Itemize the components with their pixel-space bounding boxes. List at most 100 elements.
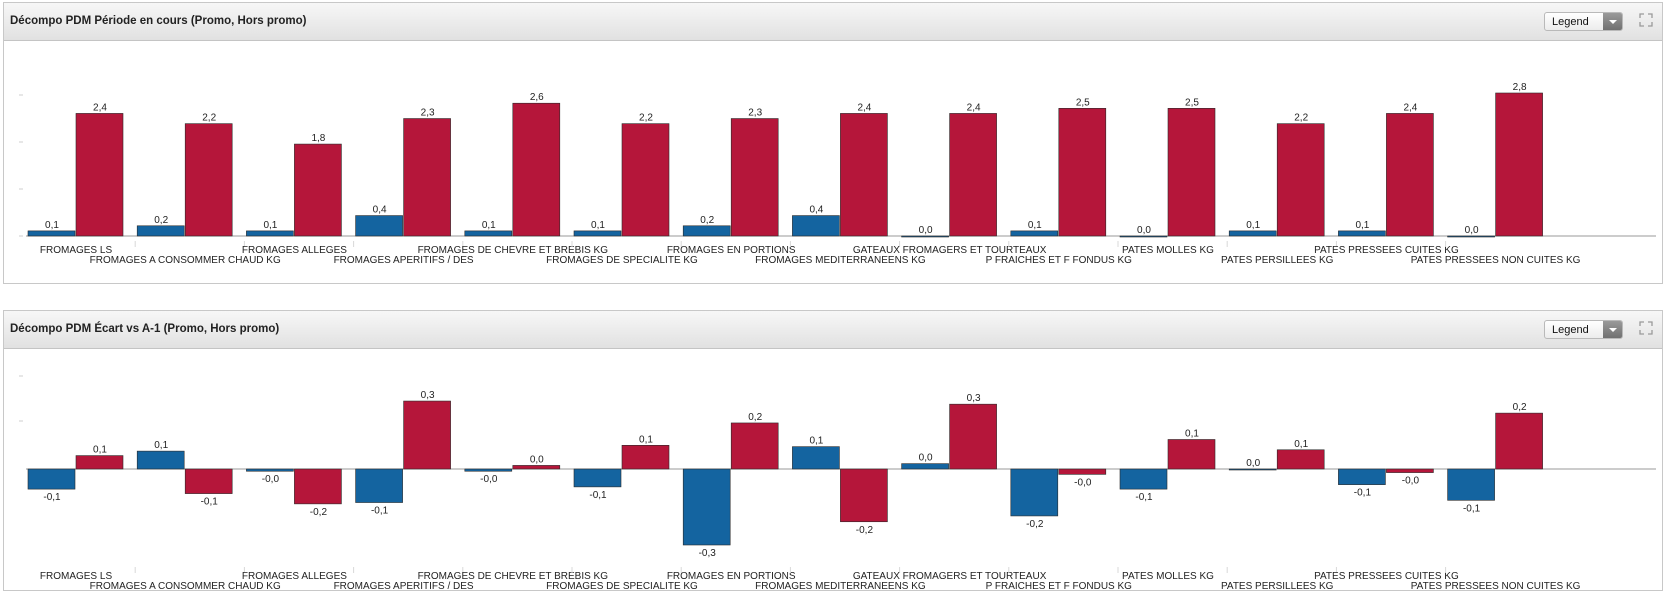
bar-promo bbox=[1228, 468, 1277, 471]
data-label: -0,0 bbox=[262, 474, 280, 485]
x-category-label: FROMAGES APERITIFS / DES bbox=[334, 255, 474, 266]
bar-hors-promo bbox=[730, 118, 779, 237]
bar-promo bbox=[1010, 468, 1059, 517]
data-label: 0,0 bbox=[1137, 225, 1151, 236]
data-label: 0,1 bbox=[154, 440, 168, 451]
x-category-label: FROMAGES A CONSOMMER CHAUD KG bbox=[90, 581, 281, 590]
bar-promo bbox=[1010, 230, 1059, 237]
bar-promo bbox=[792, 215, 840, 237]
bar-hors-promo bbox=[184, 468, 233, 494]
legend-dropdown[interactable]: Legend bbox=[1544, 12, 1623, 31]
data-label: 0,1 bbox=[809, 436, 823, 447]
x-category-label: FROMAGES APERITIFS / DES bbox=[334, 581, 474, 590]
bar-hors-promo bbox=[1167, 108, 1216, 237]
expand-icon[interactable] bbox=[1639, 13, 1653, 27]
panel-title: Décompo PDM Période en cours (Promo, Hor… bbox=[10, 15, 307, 27]
bar-hors-promo bbox=[1386, 113, 1434, 237]
expand-icon[interactable] bbox=[1639, 321, 1653, 335]
x-category-label: PATES MOLLES KG bbox=[1122, 571, 1214, 582]
x-category-label: FROMAGES ALLEGES bbox=[242, 245, 347, 256]
bar-hors-promo bbox=[621, 123, 670, 237]
panel-header: Décompo PDM Période en cours (Promo, Hor… bbox=[4, 3, 1662, 41]
x-category-label: FROMAGES A CONSOMMER CHAUD KG bbox=[90, 255, 281, 266]
chart-panel-ecart: Décompo PDM Écart vs A-1 (Promo, Hors pr… bbox=[3, 310, 1663, 591]
bar-promo bbox=[682, 468, 731, 546]
data-label: 0,0 bbox=[919, 453, 933, 464]
bar-hors-promo bbox=[949, 113, 997, 237]
panel-title: Décompo PDM Écart vs A-1 (Promo, Hors pr… bbox=[10, 323, 280, 335]
legend-dropdown[interactable]: Legend bbox=[1544, 320, 1623, 339]
chevron-down-icon bbox=[1603, 321, 1622, 338]
data-label: 0,4 bbox=[809, 205, 823, 216]
data-label: 2,4 bbox=[857, 102, 871, 113]
bar-hors-promo bbox=[621, 445, 670, 470]
bar-promo bbox=[1338, 468, 1386, 485]
bar-promo bbox=[464, 468, 513, 472]
data-label: 2,4 bbox=[93, 102, 107, 113]
bar-promo bbox=[355, 215, 403, 237]
bar-hors-promo bbox=[1495, 412, 1543, 470]
data-label: 0,0 bbox=[919, 225, 933, 236]
data-label: -0,1 bbox=[1463, 503, 1481, 514]
data-label: 0,1 bbox=[591, 220, 605, 231]
bar-hors-promo bbox=[730, 422, 779, 470]
data-label: -0,1 bbox=[1354, 488, 1372, 499]
x-category-label: PATES PRESSEES CUITES KG bbox=[1314, 245, 1459, 256]
data-label: 1,8 bbox=[311, 133, 325, 144]
data-label: 2,4 bbox=[967, 102, 981, 113]
x-category-label: FROMAGES DE SPECIALITE KG bbox=[546, 581, 698, 590]
data-label: 2,5 bbox=[1076, 97, 1090, 108]
data-label: 0,1 bbox=[482, 220, 496, 231]
x-category-label: PATES PERSILLEES KG bbox=[1221, 255, 1334, 266]
bar-hors-promo bbox=[512, 465, 561, 470]
bar-promo bbox=[901, 235, 949, 238]
bar-promo bbox=[1447, 468, 1495, 501]
data-label: 2,3 bbox=[421, 108, 435, 119]
bar-promo bbox=[792, 446, 840, 470]
panel-header: Décompo PDM Écart vs A-1 (Promo, Hors pr… bbox=[4, 311, 1662, 349]
data-label: 0,0 bbox=[530, 454, 544, 465]
data-label: 2,3 bbox=[748, 108, 762, 119]
data-label: 2,8 bbox=[1513, 82, 1527, 93]
data-label: -0,1 bbox=[43, 492, 61, 503]
bar-hors-promo bbox=[1276, 123, 1325, 237]
bar-promo bbox=[246, 468, 294, 472]
bar-hors-promo bbox=[840, 468, 888, 523]
data-label: 0,1 bbox=[1185, 428, 1199, 439]
legend-dropdown-label: Legend bbox=[1552, 324, 1589, 336]
data-label: -0,2 bbox=[1026, 519, 1044, 530]
x-category-label: FROMAGES DE SPECIALITE KG bbox=[546, 255, 698, 266]
bar-promo bbox=[355, 468, 403, 503]
bar-hors-promo bbox=[403, 118, 451, 237]
x-category-label: FROMAGES EN PORTIONS bbox=[667, 245, 796, 256]
bar-hors-promo bbox=[294, 468, 342, 505]
bar-hors-promo bbox=[512, 102, 561, 237]
bar-promo bbox=[1447, 235, 1495, 238]
bar-hors-promo bbox=[1058, 108, 1107, 237]
data-label: -0,0 bbox=[1402, 476, 1420, 487]
data-label: 2,4 bbox=[1403, 102, 1417, 113]
data-label: -0,2 bbox=[856, 525, 874, 536]
chevron-down-icon bbox=[1603, 13, 1622, 30]
data-label: 0,3 bbox=[967, 393, 981, 404]
x-category-label: PATES MOLLES KG bbox=[1122, 245, 1214, 256]
data-label: 0,2 bbox=[748, 412, 762, 423]
data-label: 0,4 bbox=[373, 205, 387, 216]
x-category-label: FROMAGES MEDITERRANEENS KG bbox=[755, 581, 926, 590]
bar-promo bbox=[1228, 230, 1277, 237]
x-category-label: GATEAUX FROMAGERS ET TOURTEAUX bbox=[853, 245, 1047, 256]
bar-chart-periode: 0,1 2,4 FROMAGES LS 0,2 2,2 FROMAGES A CONSOM… bbox=[19, 82, 1656, 266]
data-label: 2,2 bbox=[639, 113, 653, 124]
data-label: 0,2 bbox=[700, 215, 714, 226]
data-label: -0,1 bbox=[1135, 492, 1153, 503]
bar-promo bbox=[573, 468, 622, 488]
x-category-label: P FRAICHES ET F FONDUS KG bbox=[986, 581, 1133, 590]
bar-hors-promo bbox=[403, 400, 451, 470]
bar-promo bbox=[1338, 230, 1386, 237]
bar-hors-promo bbox=[1058, 468, 1107, 475]
x-category-label: FROMAGES MEDITERRANEENS KG bbox=[755, 255, 926, 266]
data-label: -0,0 bbox=[480, 474, 498, 485]
bar-promo bbox=[1119, 468, 1168, 490]
data-label: 2,5 bbox=[1185, 97, 1199, 108]
bar-promo bbox=[136, 450, 185, 470]
